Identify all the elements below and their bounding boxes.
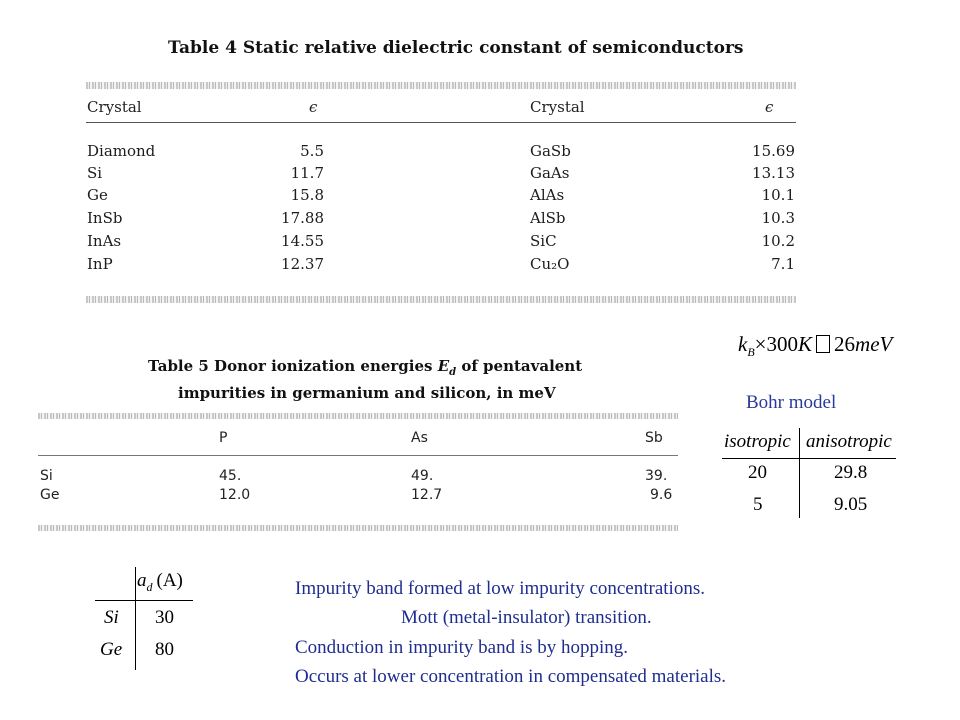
bohr-cell: 9.05 (834, 494, 868, 515)
table5-title-line2: impurities in germanium and silicon, in … (178, 384, 556, 402)
table4-row: InAs (87, 232, 121, 250)
table4-header-eps-right: ϵ (765, 98, 774, 116)
table4-bottom-border (86, 296, 796, 303)
eps-value: 10.3 (761, 209, 795, 227)
crystal-name: InAs (87, 232, 122, 250)
table5-header-sb: Sb (645, 430, 663, 446)
bohr-cell: 29.8 (834, 462, 868, 483)
ad-row-label: Si (104, 607, 119, 628)
table5-cell: 12.7 (411, 487, 443, 503)
table4-row: InSb (87, 209, 122, 227)
table5-header-rule (38, 455, 678, 456)
ad-row-label: Ge (100, 639, 123, 660)
eps-value: 10.2 (761, 232, 795, 250)
table4-top-border (86, 82, 796, 89)
note-line: Conduction in impurity band is by hoppin… (295, 637, 629, 658)
eps-value: 11.7 (290, 164, 324, 182)
eps-value: 15.8 (290, 186, 324, 204)
table5-cell: 39. (645, 468, 668, 484)
bohr-header-isotropic: isotropic (724, 431, 791, 452)
table4-header-eps-left: ϵ (309, 98, 318, 116)
crystal-name: AlSb (530, 209, 566, 227)
table4-header-crystal-left: Crystal (87, 98, 142, 116)
bohr-cell: 5 (753, 494, 763, 515)
eps-value: 7.1 (771, 255, 795, 273)
bohr-table-divider (799, 428, 800, 518)
table4-row: InP (87, 255, 113, 273)
note-line: Occurs at lower concentration in compens… (295, 666, 727, 687)
bohr-table-header-rule (722, 458, 896, 459)
ad-table-header-rule (95, 600, 193, 601)
table4-row: Diamond (87, 142, 155, 160)
table5-title-line1: Table 5 Donor ionization energies Ed of … (148, 357, 583, 378)
crystal-name: GaAs (530, 164, 570, 182)
table5-cell: 9.6 (650, 487, 673, 503)
crystal-name: Si (87, 164, 103, 182)
ad-row-value: 30 (155, 607, 174, 628)
ad-table-header: ad (A) (137, 570, 183, 594)
table5-cell: 12.0 (219, 487, 251, 503)
eps-value: 10.1 (761, 186, 795, 204)
table4-row: Ge (87, 186, 108, 204)
ad-row-value: 80 (155, 639, 174, 660)
ad-table-divider (135, 567, 136, 670)
table4-title: Table 4 Static relative dielectric const… (168, 38, 744, 58)
table4-header-crystal-right: Crystal (530, 98, 585, 116)
crystal-name: SiC (530, 232, 557, 250)
crystal-name: GaSb (530, 142, 571, 160)
eps-value: 14.55 (281, 232, 324, 250)
bohr-header-anisotropic: anisotropic (806, 431, 892, 452)
crystal-name: InP (87, 255, 113, 273)
table4-row: Si (87, 164, 102, 182)
table5-title: Table 5 Donor ionization energies Ed of … (148, 356, 582, 403)
table5-row-label: Ge (40, 487, 60, 503)
crystal-name: Cu₂O (530, 255, 570, 273)
table4-header-rule (86, 122, 796, 123)
eps-value: 17.88 (281, 209, 324, 227)
table5-bottom-border (38, 525, 678, 531)
table5-cell: 45. (219, 468, 242, 484)
table5-top-border (38, 413, 678, 419)
bohr-model-title: Bohr model (746, 392, 837, 413)
thermal-energy-formula: kB×300K 26meV (738, 332, 893, 360)
table5-row-label: Si (40, 468, 53, 484)
crystal-name: AlAs (530, 186, 565, 204)
eps-value: 5.5 (300, 142, 324, 160)
eps-value: 12.37 (281, 255, 324, 273)
table5-cell: 49. (411, 468, 434, 484)
table5-header-as: As (411, 430, 428, 446)
crystal-name: Ge (87, 186, 108, 204)
eps-value: 15.69 (752, 142, 795, 160)
bohr-cell: 20 (748, 462, 767, 483)
crystal-name: Diamond (87, 142, 156, 160)
eps-value: 13.13 (752, 164, 795, 182)
note-line: Mott (metal-insulator) transition. (401, 607, 652, 628)
placeholder-box-glyph (816, 335, 831, 353)
note-line: Impurity band formed at low impurity con… (295, 578, 705, 599)
crystal-name: InSb (87, 209, 123, 227)
table5-header-p: P (219, 430, 228, 446)
